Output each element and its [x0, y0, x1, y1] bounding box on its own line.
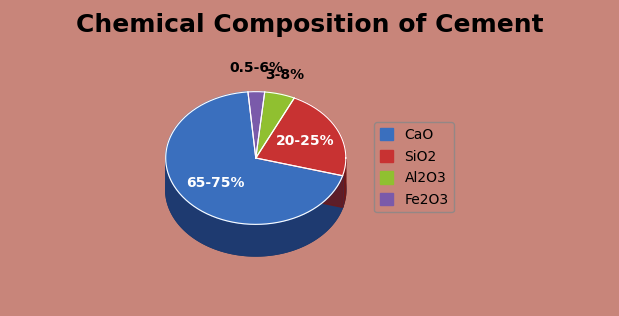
Text: Chemical Composition of Cement: Chemical Composition of Cement	[76, 13, 543, 37]
Polygon shape	[166, 92, 342, 224]
Text: 3-8%: 3-8%	[266, 68, 305, 82]
Polygon shape	[166, 159, 342, 256]
Polygon shape	[256, 92, 294, 158]
Polygon shape	[342, 159, 346, 207]
Polygon shape	[248, 92, 265, 158]
Polygon shape	[256, 158, 342, 207]
Legend: CaO, SiO2, Al2O3, Fe2O3: CaO, SiO2, Al2O3, Fe2O3	[374, 123, 454, 212]
Text: 65-75%: 65-75%	[186, 176, 245, 190]
Polygon shape	[166, 123, 346, 256]
Text: 0.5-6%: 0.5-6%	[230, 61, 284, 76]
Polygon shape	[256, 98, 346, 176]
Polygon shape	[256, 158, 342, 207]
Text: 20-25%: 20-25%	[275, 134, 334, 149]
